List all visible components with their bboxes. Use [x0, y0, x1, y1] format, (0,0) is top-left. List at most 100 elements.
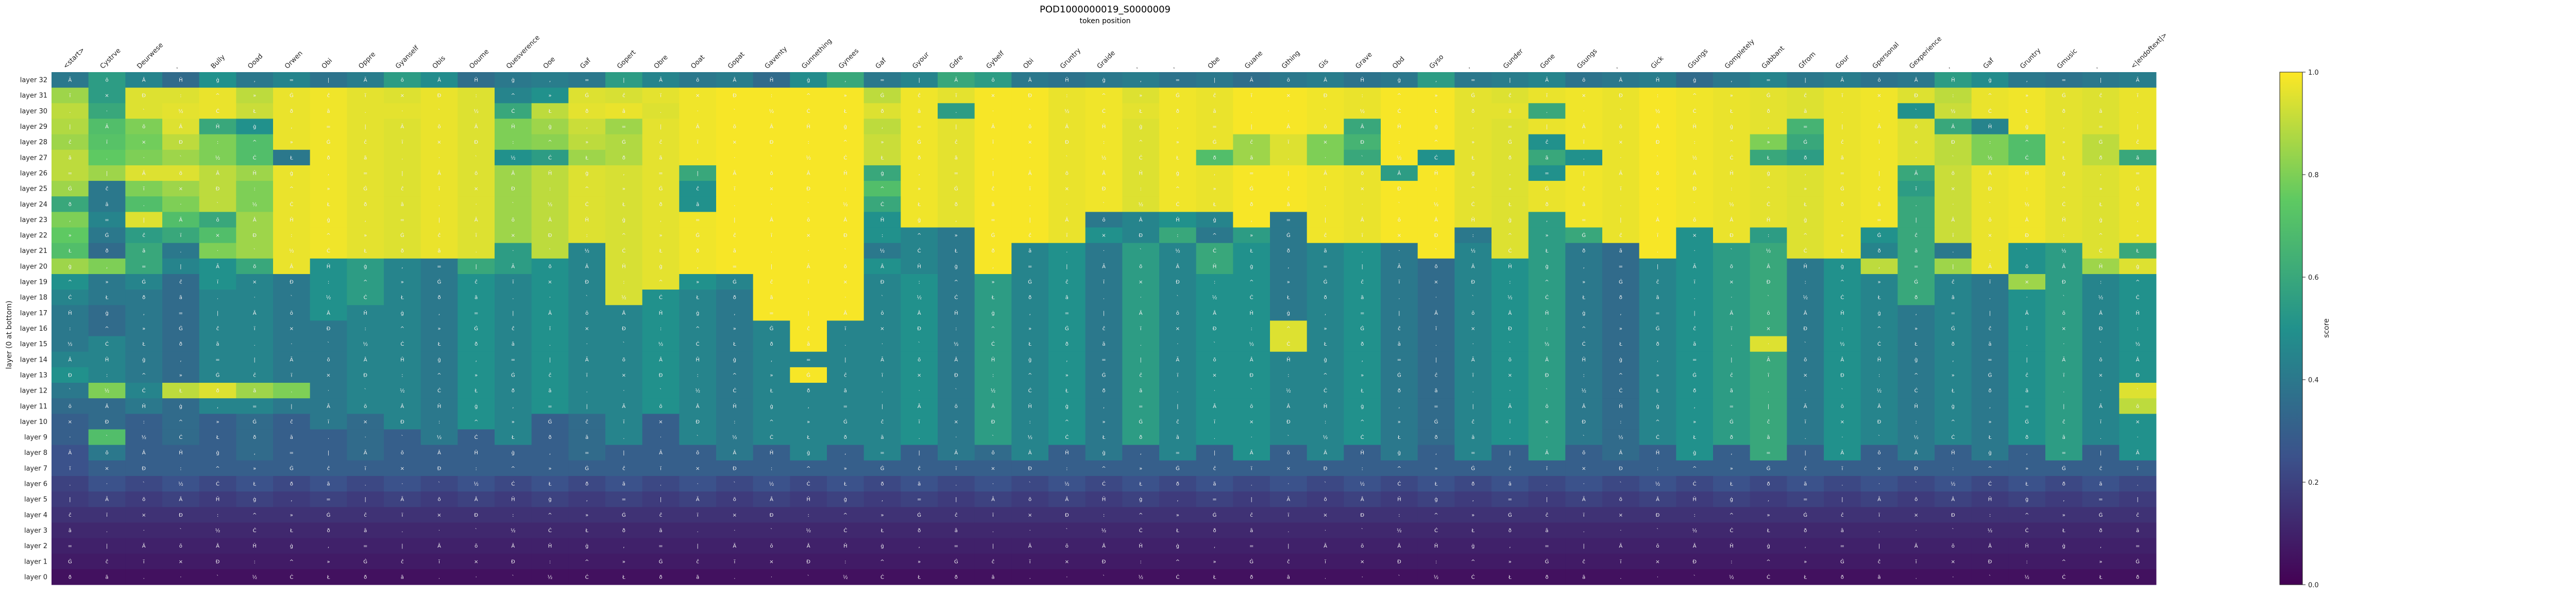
heatmap-cell-glyph: ā: [1287, 202, 1290, 208]
heatmap-cell-glyph: =: [1434, 404, 1438, 410]
heatmap-cell-glyph: ,: [2100, 543, 2102, 549]
heatmap-cell-glyph: Ð: [1028, 93, 1032, 99]
heatmap-cell-glyph: Ĥ: [1139, 542, 1143, 549]
heatmap-cell-glyph: Ł: [327, 574, 330, 580]
heatmap-cell-glyph: `: [1509, 341, 1511, 347]
heatmap-cell-glyph: Â: [1914, 449, 1918, 456]
heatmap-cell-glyph: ï: [179, 233, 181, 239]
heatmap-cell-glyph: ×: [179, 559, 183, 565]
heatmap-cell-glyph: ġ: [2062, 543, 2065, 549]
heatmap-cell-glyph: ×: [917, 372, 921, 378]
heatmap-cell-glyph: `: [216, 574, 219, 580]
heatmap-cell-glyph: =: [2136, 171, 2140, 176]
heatmap-cell-glyph: Ł: [1877, 295, 1881, 301]
heatmap-cell-glyph: ġ: [1693, 450, 1696, 456]
heatmap-cell-glyph: ×: [1101, 233, 1106, 239]
heatmap-cell-glyph: |: [1361, 264, 1363, 269]
heatmap-cell-glyph: ï: [1546, 93, 1548, 99]
heatmap-cell-glyph: =: [1286, 217, 1291, 223]
heatmap-cell-glyph: »: [880, 513, 884, 518]
heatmap-cell-glyph: Ð: [1360, 140, 1364, 145]
heatmap-cell-glyph: :: [512, 140, 514, 145]
heatmap-cell-glyph: Ā: [253, 310, 257, 316]
heatmap-cell-glyph: ½: [2024, 201, 2029, 208]
heatmap-cell-glyph: ĉ: [1841, 139, 1844, 145]
x-tick-label: Orwen: [283, 49, 304, 71]
heatmap-cell-glyph: ō: [1028, 124, 1031, 130]
heatmap-cell-glyph: `: [106, 434, 108, 440]
heatmap-cell: [642, 88, 680, 104]
heatmap-cell-glyph: »: [2136, 233, 2139, 239]
heatmap-cell-glyph: Â: [474, 496, 478, 503]
heatmap-cell-glyph: .: [697, 528, 699, 534]
heatmap-cell-glyph: Ł: [1803, 202, 1807, 208]
heatmap-cell-glyph: ð: [2062, 109, 2065, 114]
heatmap-cell-glyph: ·: [697, 482, 699, 487]
heatmap-cell-glyph: Â: [1656, 496, 1659, 503]
heatmap-cell: [273, 88, 311, 104]
heatmap-cell-glyph: Ċ: [954, 294, 958, 301]
heatmap-cell-glyph: ō: [1324, 497, 1327, 503]
heatmap-cell-glyph: =: [954, 171, 958, 176]
heatmap-cell-glyph: Ġ: [843, 418, 848, 425]
heatmap-cell-glyph: ×: [1028, 513, 1032, 518]
heatmap-cell: [790, 149, 827, 166]
heatmap-cell-glyph: ā: [1102, 342, 1105, 347]
heatmap-cell-glyph: ½: [1988, 155, 1993, 161]
heatmap-cell-glyph: ā: [548, 388, 551, 394]
heatmap-cell: [273, 118, 311, 135]
heatmap-cell-glyph: Ł: [1139, 482, 1142, 487]
heatmap-cell-glyph: Ł: [142, 342, 145, 347]
heatmap-cell-glyph: ġ: [1693, 78, 1696, 83]
heatmap-cell-glyph: Ġ: [1213, 512, 1217, 518]
heatmap-cell: [1085, 134, 1123, 150]
heatmap-cell-glyph: Ċ: [1693, 108, 1697, 114]
heatmap-cell-glyph: ō: [770, 171, 773, 176]
heatmap-cell-glyph: Ġ: [1434, 418, 1438, 425]
heatmap-cell-glyph: Ā: [364, 449, 367, 456]
x-tick-label: <|endoftext|>: [2129, 31, 2168, 70]
heatmap-cell-glyph: |: [364, 124, 366, 130]
heatmap-cell-glyph: |: [1657, 264, 1658, 269]
heatmap-cell-glyph: Ċ: [142, 387, 146, 394]
heatmap-cell-glyph: `: [1915, 108, 1918, 114]
heatmap-cell-glyph: Ĥ: [511, 123, 515, 130]
heatmap-cell-glyph: ^: [1766, 559, 1770, 565]
heatmap-cell-glyph: Ā: [1840, 449, 1844, 456]
heatmap-cell-glyph: ^: [68, 280, 72, 285]
heatmap-cell-glyph: Ł: [880, 155, 884, 161]
heatmap-cell-glyph: ĉ: [1730, 372, 1733, 378]
heatmap-cell-glyph: Ĥ: [474, 77, 478, 83]
heatmap-cell-glyph: ĉ: [1509, 93, 1512, 99]
heatmap-cell: [1417, 118, 1455, 135]
heatmap-cell-glyph: |: [1989, 311, 1991, 316]
heatmap-cell-glyph: :: [1361, 466, 1363, 471]
heatmap-cell-glyph: Ċ: [437, 387, 441, 394]
heatmap-cell-glyph: ·: [1952, 202, 1954, 208]
heatmap-cell-glyph: ï: [2026, 326, 2028, 332]
heatmap-cell-glyph: ġ: [733, 357, 736, 363]
heatmap-cell-glyph: .: [401, 155, 403, 161]
heatmap-cell-glyph: ,: [328, 171, 329, 176]
heatmap-cell-glyph: =: [2098, 124, 2103, 130]
heatmap-cell-glyph: Ð: [179, 513, 183, 518]
heatmap-cell-glyph: ĉ: [770, 279, 773, 285]
heatmap-cell: [1492, 149, 1529, 166]
heatmap-cell-glyph: Ð: [290, 280, 294, 285]
heatmap-cell-glyph: .: [1805, 435, 1806, 440]
heatmap-cell-glyph: :: [1435, 559, 1437, 565]
heatmap-cell-glyph: Â: [1582, 403, 1586, 410]
heatmap-cell-glyph: :: [1250, 326, 1252, 332]
heatmap-cell-glyph: ā: [1213, 109, 1216, 114]
heatmap-cell: [974, 72, 1012, 88]
heatmap-cell: [1122, 134, 1160, 150]
heatmap-cell-glyph: Ł: [1692, 435, 1696, 440]
heatmap-cell-glyph: ·: [1287, 109, 1289, 114]
heatmap-cell-glyph: Ċ: [770, 434, 773, 440]
heatmap-cell-glyph: Ĥ: [1656, 77, 1660, 83]
heatmap-cell-glyph: Ð: [733, 466, 737, 471]
heatmap-cell-glyph: »: [1767, 140, 1770, 145]
heatmap-cell-glyph: Ċ: [2062, 573, 2065, 580]
heatmap-cell-glyph: ·: [1916, 155, 1917, 161]
heatmap-cell: [531, 149, 569, 166]
